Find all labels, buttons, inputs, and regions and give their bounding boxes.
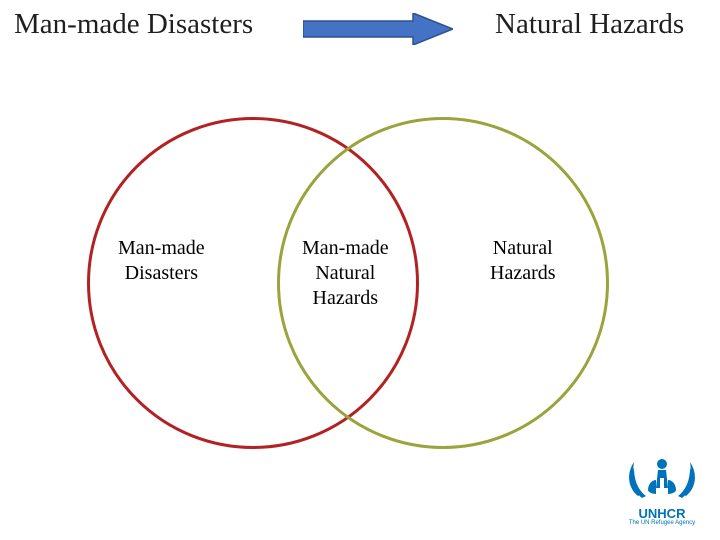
heading-left: Man-made Disasters: [14, 8, 253, 41]
heading-right: Natural Hazards: [495, 8, 684, 41]
venn-label-center-line2: Natural: [315, 262, 375, 284]
unhcr-logo: UNHCR The UN Refugee Agency: [618, 448, 706, 530]
unhcr-logo-subtitle: The UN Refugee Agency: [618, 520, 706, 526]
unhcr-logo-icon: [618, 448, 706, 502]
venn-label-right-line1: Natural: [493, 237, 553, 259]
arrow-shape: [303, 13, 453, 45]
venn-label-left-line1: Man-made: [118, 237, 205, 259]
venn-label-center-line1: Man-made: [302, 237, 389, 259]
venn-label-right: Natural Hazards: [490, 236, 556, 286]
venn-label-left: Man-made Disasters: [118, 236, 205, 286]
unhcr-logo-title: UNHCR: [618, 507, 706, 520]
venn-label-right-line2: Hazards: [490, 262, 556, 284]
venn-label-center-line3: Hazards: [313, 287, 379, 309]
venn-label-center: Man-made Natural Hazards: [302, 236, 389, 311]
venn-label-left-line2: Disasters: [125, 262, 198, 284]
arrow-icon: [303, 13, 453, 45]
